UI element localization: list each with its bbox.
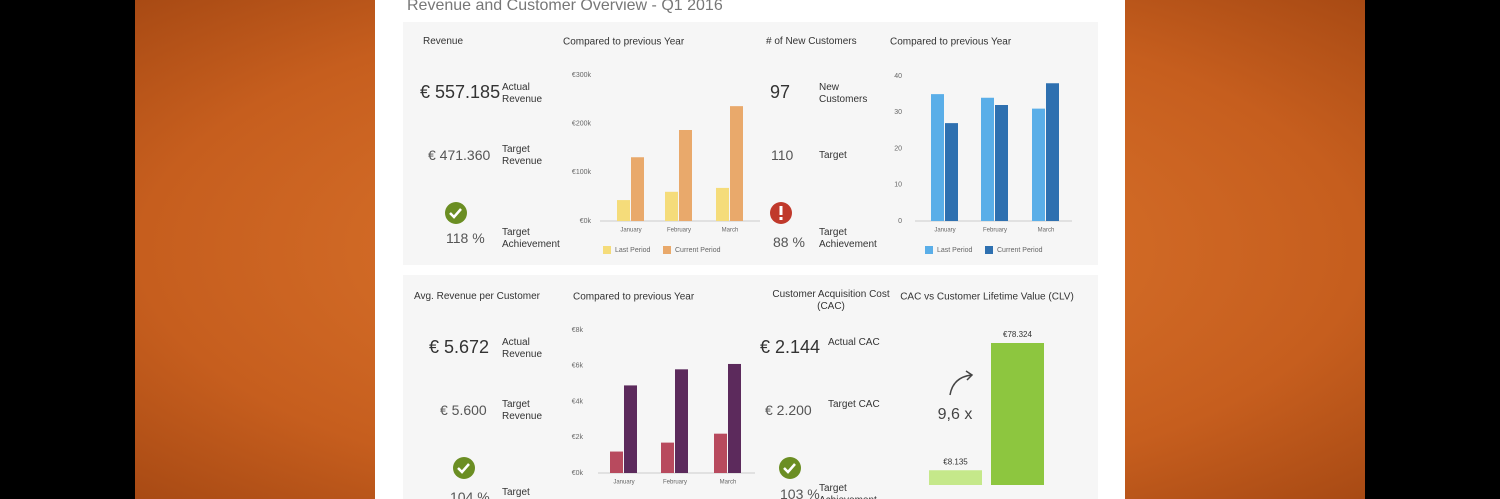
bar	[730, 106, 743, 221]
x-tick-label: February	[663, 480, 687, 486]
kpi-value: € 471.360	[428, 147, 491, 163]
y-tick-label: €4k	[572, 398, 584, 405]
annotation: 9,6 x	[938, 406, 973, 423]
arrow	[949, 374, 973, 396]
kpi-value: 97	[770, 82, 791, 102]
bar	[679, 129, 692, 221]
y-tick-label: 20	[894, 145, 902, 152]
bar	[665, 191, 678, 221]
kpi-value: € 557.185	[420, 82, 501, 102]
alert-dot	[779, 217, 783, 220]
bar	[624, 385, 637, 473]
legend-label: Last Period	[937, 247, 973, 254]
bar	[610, 451, 623, 473]
kpi-label: Target CAC	[828, 399, 880, 410]
kpi-label: Target Achievement	[502, 487, 530, 498]
legend-swatch	[985, 246, 993, 254]
kpi-label: Target Achievement	[502, 227, 560, 250]
check	[783, 463, 796, 474]
x-tick-label: February	[667, 228, 691, 234]
kpi-label: Actual CAC	[828, 337, 880, 348]
kpi-heading: # of New Customers	[766, 36, 857, 47]
panel	[403, 275, 1098, 499]
bar	[931, 94, 944, 221]
x-tick-label: January	[934, 228, 955, 234]
x-tick-label: March	[722, 228, 739, 234]
legend-swatch	[603, 246, 611, 254]
kpi-value: € 2.200	[765, 402, 812, 418]
bar	[1046, 83, 1059, 221]
legend-swatch	[663, 246, 671, 254]
kpi-label: Target Revenue	[502, 144, 543, 167]
y-tick-label: €100k	[572, 169, 592, 176]
y-tick-label: 40	[894, 73, 902, 80]
kpi-value: 118 %	[446, 230, 485, 246]
value-label: €78.324	[1003, 330, 1032, 339]
check	[457, 463, 470, 474]
bar	[661, 442, 674, 473]
x-tick-label: March	[1038, 228, 1055, 234]
check	[449, 208, 462, 219]
bar	[1032, 108, 1045, 221]
bar	[631, 157, 644, 221]
bar	[995, 105, 1008, 221]
legend-label: Current Period	[675, 247, 721, 254]
x-tick-label: February	[983, 228, 1007, 234]
y-tick-label: €0k	[572, 470, 584, 477]
chart-title: Compared to previous Year	[890, 37, 1012, 48]
kpi-heading: Customer Acquisition Cost (CAC)	[772, 289, 890, 312]
y-tick-label: 30	[894, 109, 902, 116]
kpi-label: Actual Revenue	[502, 337, 543, 360]
chart-title: Compared to previous Year	[563, 37, 685, 48]
kpi-label: Target	[819, 150, 847, 161]
y-tick-label: €8k	[572, 327, 584, 334]
kpi-value: 103 %	[780, 486, 820, 499]
chart-title: CAC vs Customer Lifetime Value (CLV)	[900, 292, 1074, 303]
legend-label: Last Period	[615, 247, 651, 254]
dashboard-title: Revenue and Customer Overview - Q1 2016	[407, 0, 723, 14]
kpi-heading: Avg. Revenue per Customer	[414, 291, 540, 302]
bar	[991, 343, 1044, 485]
kpi-label: New Customers	[819, 82, 868, 105]
kpi-value: 104 %	[450, 489, 490, 499]
y-tick-label: €2k	[572, 434, 584, 441]
kpi-heading: Revenue	[423, 36, 464, 47]
bar	[617, 200, 630, 221]
y-tick-label: €0k	[580, 218, 592, 225]
y-tick-label: €6k	[572, 363, 584, 370]
value-label: €8.135	[943, 457, 968, 466]
kpi-value: 88 %	[773, 234, 805, 250]
x-tick-label: March	[720, 480, 737, 486]
bar	[675, 369, 688, 473]
bar	[929, 470, 982, 485]
kpi-value: € 5.600	[440, 402, 487, 418]
kpi-value: € 5.672	[429, 337, 490, 357]
bar	[714, 433, 727, 473]
legend-label: Current Period	[997, 247, 1043, 254]
chart-title: Compared to previous Year	[573, 292, 695, 303]
x-tick-label: January	[613, 480, 634, 486]
kpi-label: Target Revenue	[502, 399, 543, 422]
y-tick-label: €200k	[572, 121, 592, 128]
y-tick-label: €300k	[572, 72, 592, 79]
kpi-value: € 2.144	[760, 337, 821, 357]
kpi-value: 110	[771, 147, 794, 163]
bar	[716, 187, 729, 221]
kpi-label: Target Achievement	[819, 483, 877, 499]
bar	[728, 363, 741, 473]
y-tick-label: 0	[898, 218, 902, 225]
x-tick-label: January	[620, 228, 641, 234]
kpi-label: Target Achievement	[819, 227, 877, 250]
bar	[981, 97, 994, 221]
legend-swatch	[925, 246, 933, 254]
y-tick-label: 10	[894, 182, 902, 189]
arrow-head	[965, 370, 974, 381]
bar	[945, 123, 958, 221]
kpi-label: Actual Revenue	[502, 82, 543, 105]
alert-mark	[779, 206, 783, 215]
